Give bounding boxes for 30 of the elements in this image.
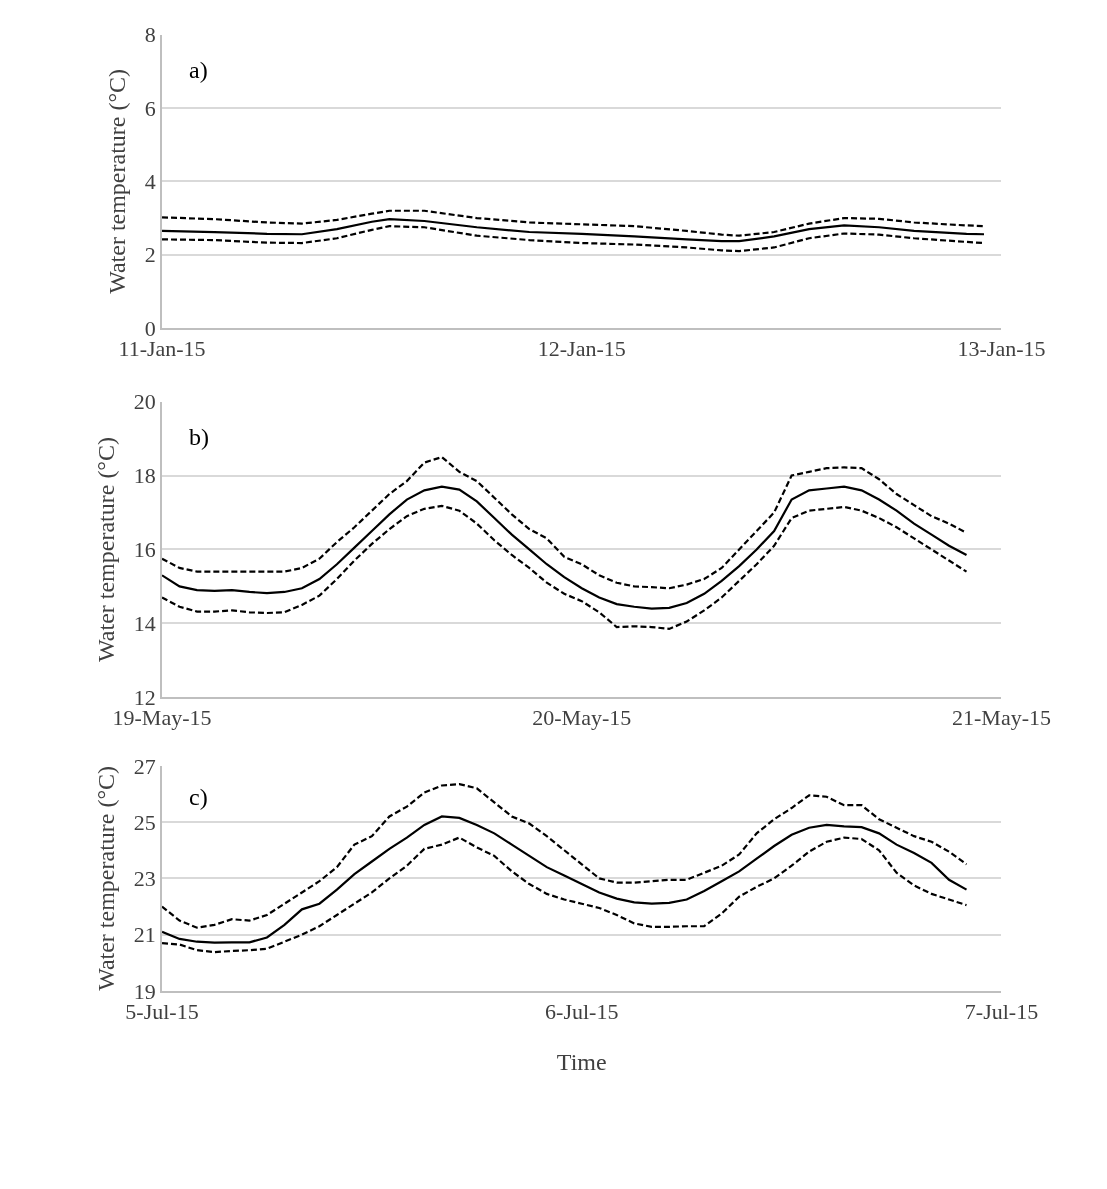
y-tick-label: 14: [133, 611, 156, 637]
annotation: a): [189, 57, 208, 83]
line-series: [162, 836, 968, 954]
y-tick-label: 27: [133, 753, 156, 779]
y-tick-label: 16: [133, 537, 156, 563]
line-series: [162, 783, 968, 929]
y-tick-label: 18: [133, 463, 156, 489]
y-tick-label: 8: [144, 22, 156, 48]
x-tick-label: 20-May-15: [532, 705, 632, 731]
x-tick-label: 21-May-15: [952, 705, 1051, 731]
y-tick-label: 21: [133, 922, 156, 948]
y-tick-label: 23: [133, 866, 156, 892]
y-tick-label: 6: [144, 95, 156, 121]
y-tick-label: 20: [133, 389, 156, 415]
y-axis-title: Water temperature (°C): [104, 68, 131, 294]
line-series: [162, 815, 968, 944]
line-series: [162, 504, 968, 631]
line-series: [162, 485, 968, 610]
x-tick-label: 12-Jan-15: [537, 336, 626, 362]
x-axis-title: Time: [556, 1048, 607, 1075]
x-tick-label: 7-Jul-15: [964, 999, 1039, 1025]
y-tick-label: 25: [133, 809, 156, 835]
x-tick-label: 6-Jul-15: [545, 999, 619, 1025]
y-axis-title: Water temperature (°C): [93, 765, 120, 991]
y-tick-label: 4: [144, 169, 156, 195]
annotation: b): [189, 424, 209, 450]
y-axis-title: Water temperature (°C): [93, 437, 120, 662]
x-tick-label: 13-Jan-15: [957, 336, 1046, 362]
annotation: c): [189, 784, 208, 810]
y-tick-label: 2: [144, 242, 156, 268]
